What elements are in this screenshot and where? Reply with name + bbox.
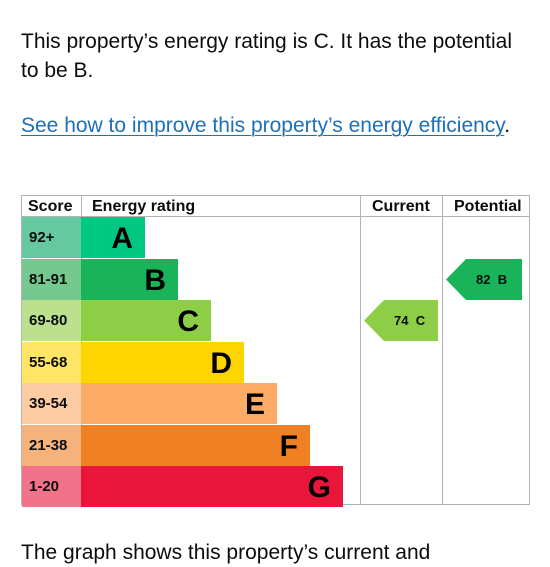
- energy-rating-column-header: Energy rating: [92, 198, 196, 215]
- potential-rating-label: 82 B: [476, 259, 507, 300]
- graph-description: The graph shows this property’s current …: [21, 541, 431, 564]
- current-rating-arrow: [364, 300, 438, 341]
- band-score-range: 39-54: [22, 383, 88, 424]
- rating-band-row: 92+ A: [22, 217, 529, 258]
- current-rating-value: 74: [394, 313, 409, 328]
- band-bar: B: [81, 258, 178, 300]
- band-letter: F: [279, 429, 298, 463]
- link-suffix: .: [504, 114, 511, 137]
- rating-band-row: 1-20 G: [22, 466, 529, 507]
- band-score-range: 92+: [22, 217, 88, 258]
- band-bar: D: [81, 341, 244, 383]
- potential-rating-value: 82: [476, 271, 491, 287]
- rating-band-row: 69-80 C: [22, 300, 529, 341]
- band-letter: B: [144, 263, 166, 297]
- improve-link-paragraph: See how to improve this property’s energ…: [21, 111, 531, 140]
- energy-rating-chart: Score Energy rating Current Potential 92…: [21, 195, 530, 507]
- potential-column-header: Potential: [454, 198, 522, 215]
- potential-rating-letter: B: [497, 271, 508, 287]
- improve-efficiency-link[interactable]: See how to improve this property’s energ…: [21, 114, 505, 137]
- band-score-range: 1-20: [22, 466, 88, 507]
- band-score-range: 81-91: [22, 258, 88, 300]
- band-letter: C: [177, 305, 199, 338]
- band-score-range: 69-80: [22, 300, 88, 341]
- current-column-header: Current: [372, 198, 430, 215]
- rating-band-row: 55-68 D: [22, 341, 529, 383]
- band-bar: E: [81, 383, 277, 424]
- rating-band-row: 21-38 F: [22, 424, 529, 466]
- current-rating-letter: C: [415, 313, 426, 328]
- potential-rating-arrow: [446, 258, 522, 300]
- band-letter: D: [210, 346, 232, 380]
- energy-rating-summary: This property’s energy rating is C. It h…: [21, 30, 513, 82]
- band-score-range: 55-68: [22, 341, 88, 383]
- rating-band-row: 39-54 E: [22, 383, 529, 424]
- band-bar: C: [81, 300, 211, 341]
- rating-band-row: 81-91 B: [22, 258, 529, 300]
- band-bar: G: [81, 466, 343, 507]
- column-divider: [360, 196, 361, 504]
- band-score-range: 21-38: [22, 424, 88, 466]
- band-letter: A: [111, 222, 133, 255]
- band-bar: A: [81, 217, 145, 258]
- header-divider: [22, 216, 529, 217]
- band-letter: G: [307, 471, 331, 504]
- column-divider: [442, 196, 443, 504]
- band-letter: E: [244, 388, 265, 421]
- band-bar: F: [81, 424, 310, 466]
- current-rating-label: 74 C: [394, 300, 425, 341]
- score-column-header: Score: [28, 198, 73, 215]
